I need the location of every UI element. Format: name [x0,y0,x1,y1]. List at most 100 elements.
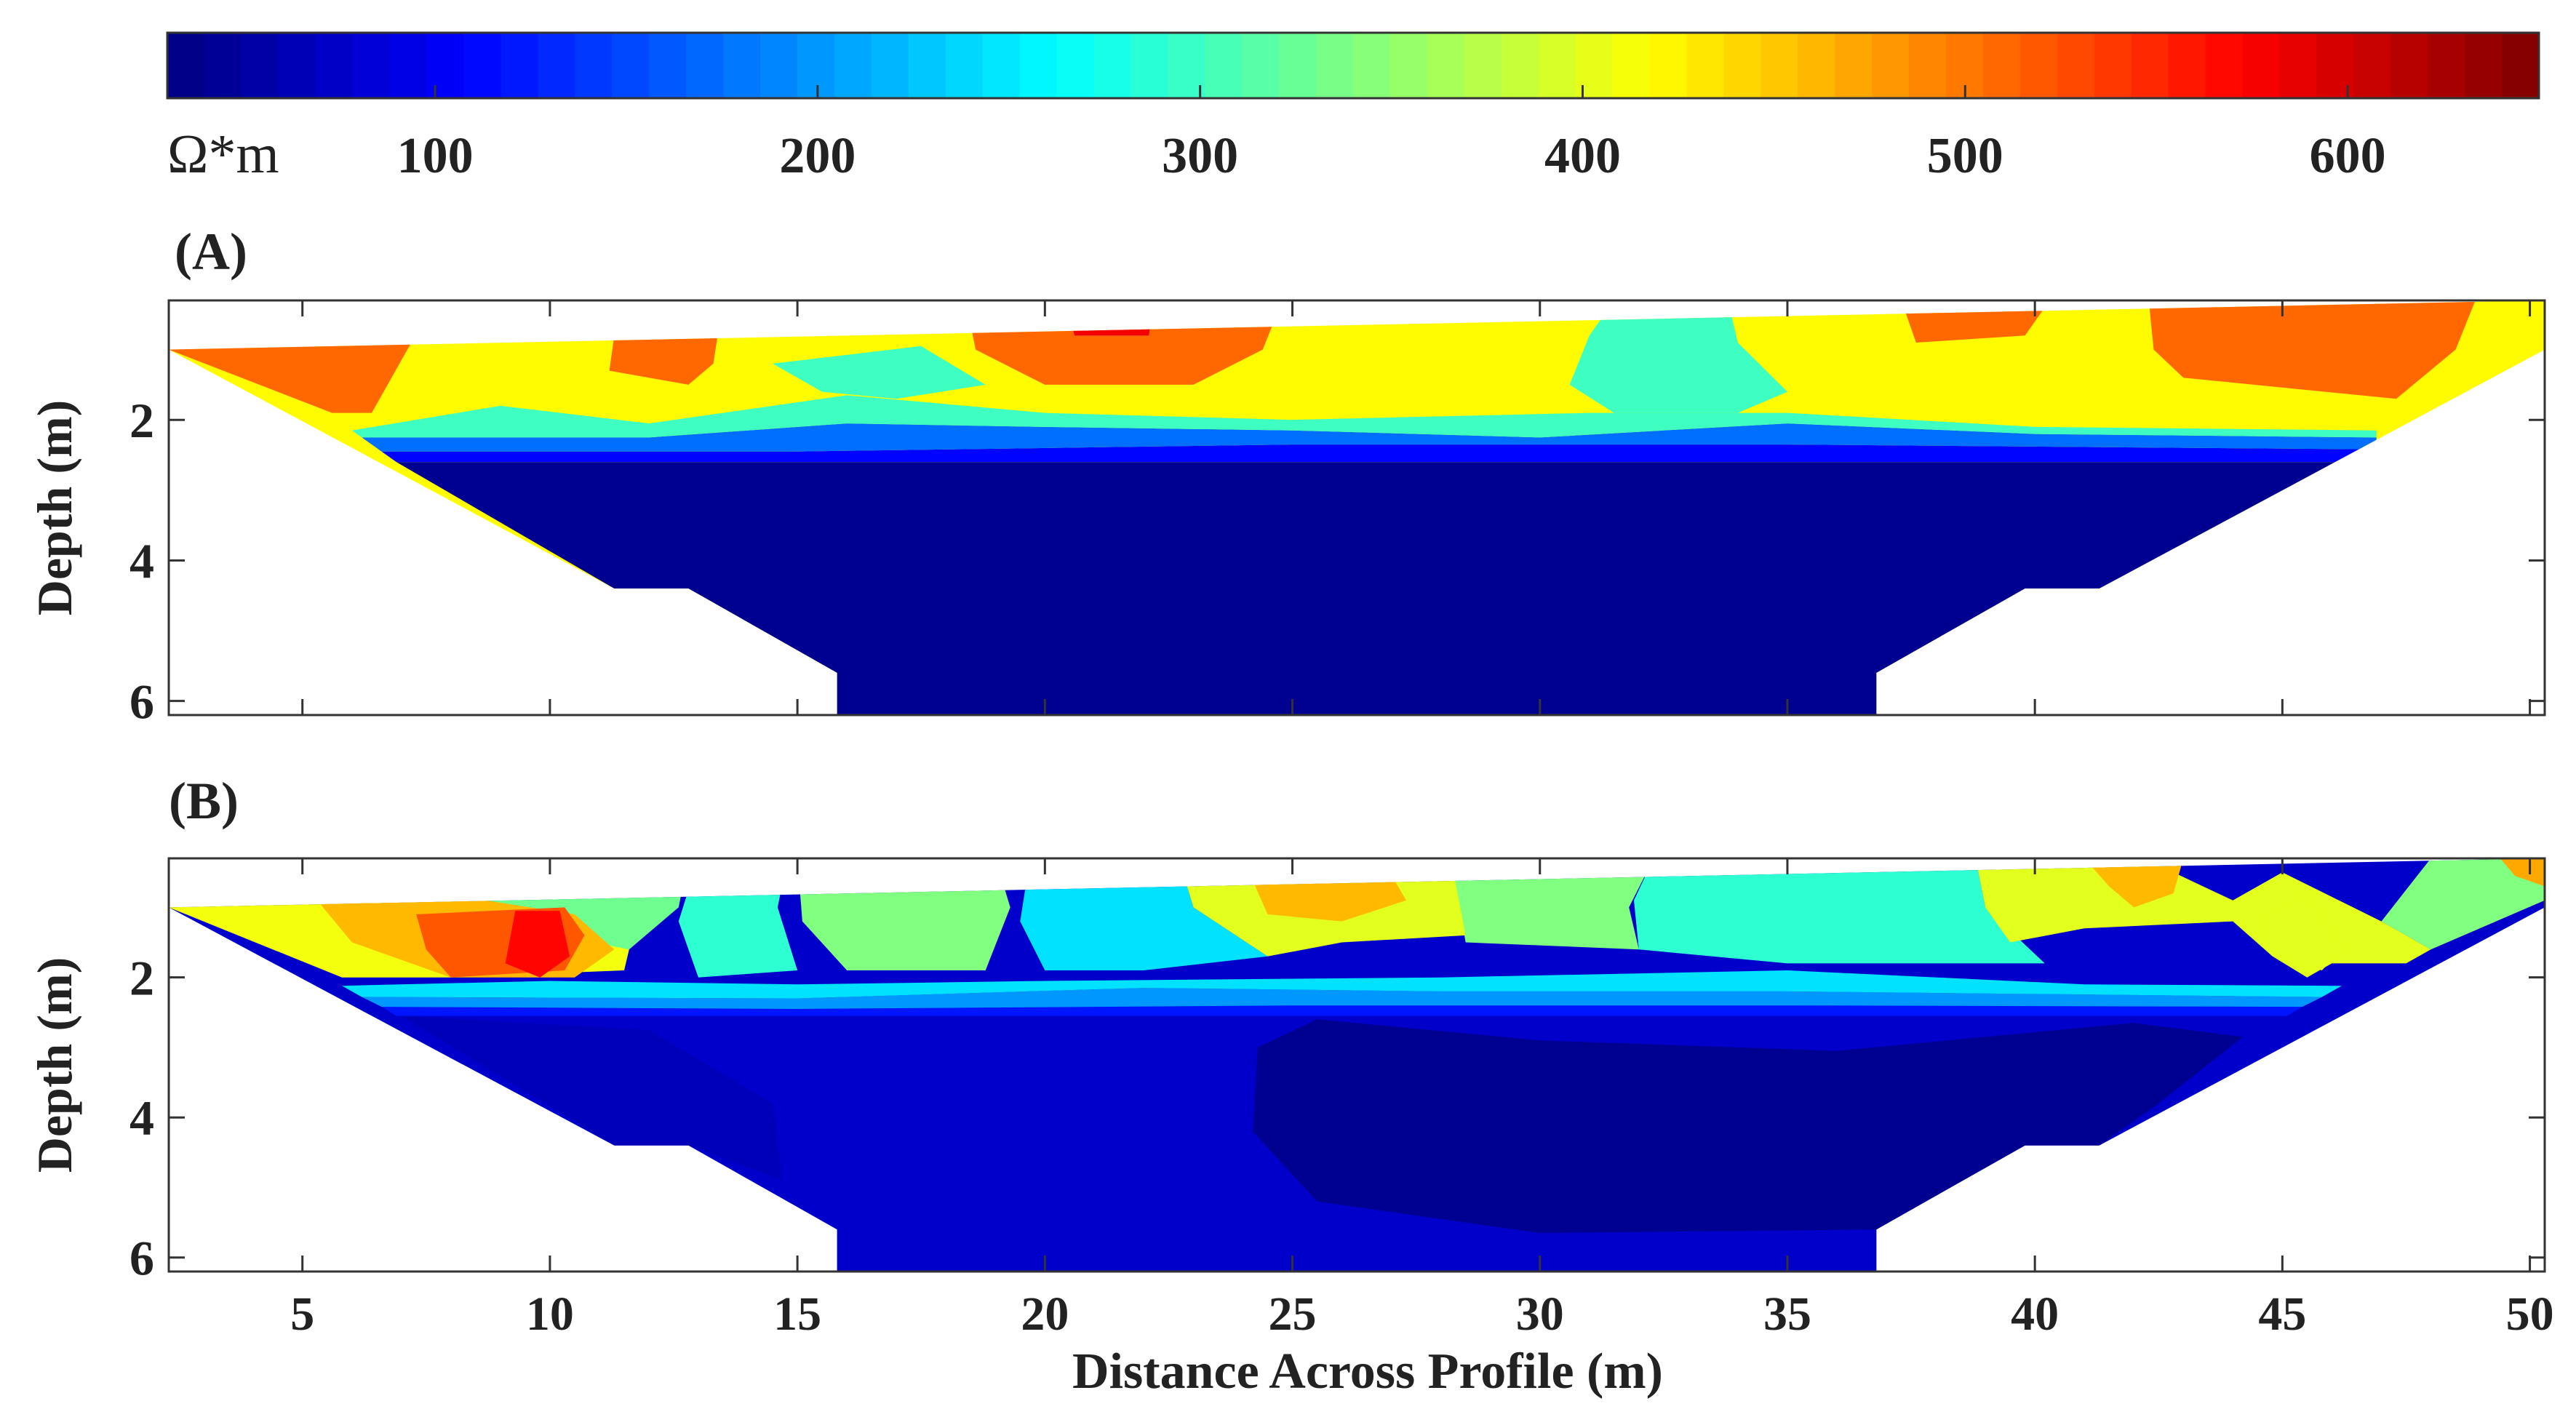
colorbar-cell [2242,33,2281,98]
colorbar-cell [1982,33,2021,98]
y-tick-label: 6 [129,674,154,730]
resistivity-region [505,911,570,978]
colorbar-frame [166,31,2540,100]
resistivity-region [362,988,2322,1009]
x-tick-label: 35 [1763,1288,1811,1341]
panel-b-resistivity-regions [169,858,2545,1234]
colorbar-tick-label: 100 [397,128,474,184]
colorbar-tick-label: 200 [779,128,856,184]
resistivity-region [2381,858,2545,950]
colorbar-cell [1427,33,1465,98]
colorbar-cell [1649,33,1688,98]
colorbar-cell [167,33,205,98]
colorbar-cell [2168,33,2206,98]
colorbar-cell [352,33,391,98]
colorbar-cell [204,33,242,98]
x-tick-label: 30 [1516,1288,1564,1341]
colorbar-cell [1353,33,1391,98]
colorbar-cell [1501,33,1539,98]
colorbar-cell [908,33,946,98]
colorbar-cell [278,33,316,98]
colorbar-tick-label: 500 [1927,128,2003,184]
y-tick-label: 2 [129,951,154,1006]
colorbar-cell [1279,33,1317,98]
resistivity-region [773,346,986,399]
colorbar-cell [426,33,465,98]
resistivity-region [362,423,2377,452]
colorbar-cell [2205,33,2244,98]
colorbar-cell [2428,33,2465,98]
x-tick-label: 45 [2258,1288,2306,1341]
colorbar-cell [2131,33,2169,98]
colorbar-cell [945,33,984,98]
colorbar-tick-label: 400 [1544,128,1621,184]
colorbar-cell [1760,33,1799,98]
x-tick-label: 25 [1269,1288,1317,1341]
colorbar-cell [2057,33,2095,98]
x-tick-label: 50 [2506,1288,2554,1341]
colorbar-cell [1538,33,1576,98]
resistivity-region [351,395,2377,438]
resistivity-region [1064,300,1154,336]
colorbar-cell [1909,33,1947,98]
x-tick-label: 10 [526,1288,574,1341]
resistivity-region [401,1015,783,1181]
colorbar-cell [2390,33,2428,98]
panel-a-axes-frame [167,299,2546,717]
colorbar-cell [1316,33,1354,98]
colorbar-cell [463,33,502,98]
panel-a: (A) 2 4 6 Depth (m) [27,223,2546,730]
y-tick-label: 2 [129,393,154,448]
colorbar-cell [1019,33,1058,98]
colorbar-cell [1093,33,1132,98]
panel-a-y-axis-label: Depth (m) [27,400,82,616]
colorbar-cell [1872,33,1910,98]
x-tick-label: 15 [773,1288,821,1341]
x-tick-label: 40 [2011,1288,2059,1341]
resistivity-region [396,462,2377,715]
colorbar-cell [1056,33,1095,98]
panel-b-x-ticks: 5 10 15 20 25 30 35 40 45 50 [290,858,2554,1341]
colorbar-cell [1205,33,1243,98]
colorbar-ticks: 100 200 300 400 500 600 [397,85,2386,184]
colorbar-cell [501,33,539,98]
colorbar-cell [2353,33,2392,98]
colorbar-cell [1612,33,1651,98]
colorbar-cell [1242,33,1280,98]
colorbar-cell [315,33,354,98]
colorbar-cell [538,33,576,98]
panel-b-label: (B) [169,772,239,830]
colorbar-cell [797,33,835,98]
colorbar-cell [1131,33,1169,98]
y-tick-label: 4 [129,1090,154,1146]
panel-b-axes-frame [167,857,2546,1273]
x-tick-label: 5 [290,1288,314,1341]
x-axis-label: Distance Across Profile (m) [1072,1344,1663,1400]
colorbar-cell [1686,33,1725,98]
resistivity-region [1451,858,1654,950]
panel-b-plot-area [169,858,2545,1272]
panel-a-y-ticks: 2 4 6 [129,393,2545,730]
colorbar-cell [1389,33,1428,98]
x-tick-label: 20 [1021,1288,1069,1341]
resistivity-region [342,970,2342,999]
colorbar-cell [241,33,279,98]
panel-b-y-axis-label: Depth (m) [27,957,82,1173]
resistivity-region [2257,893,2342,970]
y-tick-label: 4 [129,533,154,588]
resistivity-region [2148,300,2476,399]
colorbar-cell [2465,33,2503,98]
colorbar-cell [1575,33,1614,98]
y-tick-label: 6 [129,1231,154,1286]
colorbar-cell [2094,33,2132,98]
resistivity-region [1253,1019,2243,1234]
colorbar-cell [686,33,724,98]
colorbar-cell [2502,33,2540,98]
resistivity-region [381,1005,2302,1016]
colorbar-tick-label: 600 [2310,128,2386,184]
colorbar-cell [1835,33,1873,98]
panel-a-plot-area [169,300,2545,715]
resistivity-region [2084,858,2184,908]
colorbar: Ω*m 100 200 300 400 500 600 [166,31,2540,185]
